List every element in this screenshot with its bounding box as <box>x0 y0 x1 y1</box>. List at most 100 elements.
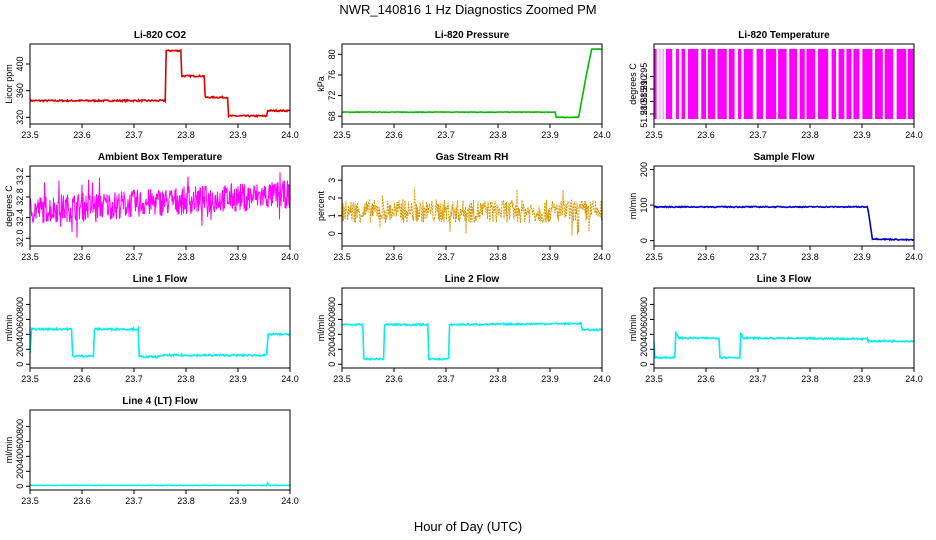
x-tick-label: 23.9 <box>541 130 559 140</box>
series-gap <box>872 49 875 119</box>
x-tick-label: 23.9 <box>229 130 247 140</box>
y-tick-label: 400 <box>15 56 25 71</box>
y-tick-label: 800 <box>15 297 25 312</box>
y-tick-label: 72 <box>327 91 337 101</box>
x-tick-label: 23.5 <box>645 252 663 262</box>
series-gap <box>893 49 897 119</box>
series-gap <box>815 49 818 119</box>
x-tick-label: 24.0 <box>281 130 299 140</box>
x-tick-label: 23.5 <box>333 130 351 140</box>
panel-title: Li-820 CO2 <box>134 30 187 41</box>
x-tick-label: 23.7 <box>437 252 455 262</box>
y-tick-label: 400 <box>15 327 25 342</box>
x-tick-label: 23.6 <box>385 130 403 140</box>
y-tick-label: 3 <box>327 178 337 183</box>
panel-title: Li-820 Temperature <box>738 30 830 41</box>
x-tick-label: 23.6 <box>697 374 715 384</box>
y-tick-label: 0 <box>327 362 337 367</box>
x-tick-label: 23.5 <box>333 374 351 384</box>
x-tick-label: 23.7 <box>749 374 767 384</box>
y-tick-label: 51.280 <box>639 100 649 128</box>
x-tick-label: 23.8 <box>177 130 195 140</box>
series-ambient-box-temperature <box>30 172 290 238</box>
series-gap <box>851 49 854 119</box>
x-tick-label: 23.9 <box>541 374 559 384</box>
series-gap <box>656 49 660 119</box>
y-tick-label: 0 <box>327 231 337 236</box>
series-gap <box>706 49 708 119</box>
series-gap <box>836 49 839 119</box>
x-tick-label: 23.6 <box>385 252 403 262</box>
y-tick-label: 600 <box>639 312 649 327</box>
x-tick-label: 23.5 <box>645 130 663 140</box>
y-tick-label: 2 <box>327 195 337 200</box>
series-gap <box>763 49 766 119</box>
x-tick-label: 23.8 <box>489 252 507 262</box>
x-tick-label: 23.9 <box>853 252 871 262</box>
x-tick-label: 23.5 <box>21 374 39 384</box>
x-tick-label: 23.8 <box>489 130 507 140</box>
series-gap <box>678 49 682 119</box>
panel-title: Gas Stream RH <box>436 152 509 163</box>
series-gap <box>663 49 666 119</box>
series-line <box>342 187 602 236</box>
x-tick-label: 23.9 <box>853 130 871 140</box>
series-gap <box>672 49 676 119</box>
x-tick-label: 23.6 <box>73 130 91 140</box>
x-tick-label: 23.6 <box>73 252 91 262</box>
plot-frame <box>341 43 603 125</box>
x-tick-label: 23.7 <box>749 252 767 262</box>
x-tick-label: 23.7 <box>125 252 143 262</box>
series-line-1-flow <box>30 325 290 359</box>
y-tick-label: 51.290 <box>639 75 649 103</box>
y-axis-label: kPa <box>316 76 326 92</box>
panel-title: Line 3 Flow <box>757 274 812 285</box>
x-tick-label: 23.7 <box>125 130 143 140</box>
series-line <box>30 48 290 119</box>
y-tick-label: 360 <box>15 83 25 98</box>
x-tick-label: 23.9 <box>229 374 247 384</box>
y-tick-label: 32.8 <box>15 188 25 206</box>
plot-frame <box>653 287 915 369</box>
x-tick-label: 24.0 <box>905 130 923 140</box>
series-line <box>30 172 290 238</box>
x-tick-label: 24.0 <box>593 252 611 262</box>
x-tick-label: 23.5 <box>21 252 39 262</box>
series-gap <box>698 49 702 119</box>
y-tick-label: 80 <box>327 49 337 59</box>
y-tick-label: 51.285 <box>639 88 649 116</box>
x-tick-label: 23.6 <box>73 374 91 384</box>
series-line-4-lt-flow <box>30 481 290 487</box>
x-tick-label: 23.7 <box>437 374 455 384</box>
series-gap <box>786 49 790 119</box>
panel-li-820-temperature: Li-820 Temperature 23.5 23.6 23.7 23.8 23.9 24… <box>628 30 923 140</box>
panel-line-2-flow: Line 2 Flow 23.5 23.6 23.7 23.8 23.9 24.0 0 2004… <box>316 274 611 384</box>
series-line <box>654 205 914 242</box>
y-axis-label: degrees C <box>628 63 638 105</box>
x-tick-label: 23.5 <box>21 130 39 140</box>
x-tick-label: 23.7 <box>125 374 143 384</box>
x-tick-label: 23.7 <box>437 130 455 140</box>
y-axis-label: ml/min <box>4 315 14 342</box>
panel-title: Ambient Box Temperature <box>98 152 223 163</box>
panel-sample-flow: Sample Flow 23.5 23.6 23.7 23.8 23.9 24.0 0 100 2… <box>628 152 923 262</box>
x-tick-label: 23.5 <box>21 496 39 506</box>
x-tick-label: 23.9 <box>229 496 247 506</box>
x-tick-label: 23.6 <box>385 374 403 384</box>
panel-title: Line 2 Flow <box>445 274 500 285</box>
series-gap <box>828 49 832 119</box>
series-gap <box>741 49 744 119</box>
x-tick-label: 24.0 <box>281 496 299 506</box>
plot-frame <box>29 43 291 125</box>
x-tick-label: 23.6 <box>697 252 715 262</box>
x-tick-label: 23.7 <box>125 496 143 506</box>
y-tick-label: 33.2 <box>15 168 25 186</box>
x-tick-label: 23.9 <box>853 374 871 384</box>
plot-frame <box>341 287 603 369</box>
y-tick-label: 76 <box>327 70 337 80</box>
x-tick-label: 23.8 <box>177 374 195 384</box>
y-tick-label: 800 <box>639 297 649 312</box>
x-tick-label: 23.8 <box>177 252 195 262</box>
y-tick-label: 400 <box>639 327 649 342</box>
